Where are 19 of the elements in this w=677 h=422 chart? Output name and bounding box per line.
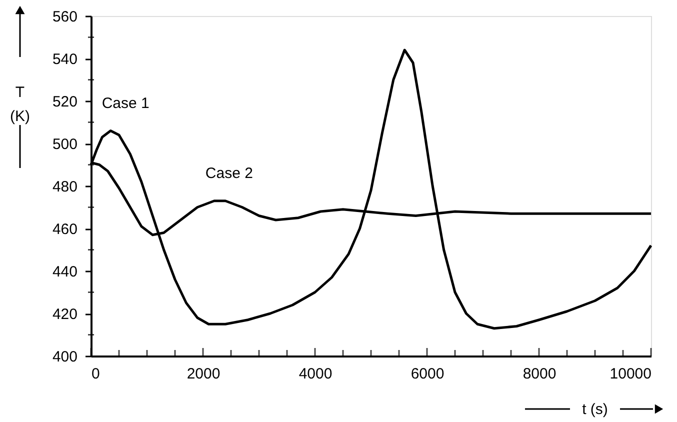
y-tick-label: 560 [52,8,78,26]
y-tick-label: 460 [52,221,78,238]
y-tick-label: 440 [52,264,78,280]
x-axis-title: t (s) [582,401,608,418]
legend-label: Case 1 [102,94,150,112]
y-tick-label: 420 [52,306,78,323]
series-label: Case 2 [205,164,253,182]
y-tick-label: 480 [52,178,78,196]
x-tick-label: 2000 [186,366,220,382]
x-tick-label: 6000 [410,366,444,382]
y-tick-label: 540 [52,51,78,68]
x-tick-label: 0 [92,366,100,382]
y-tick-label: 520 [52,94,78,110]
x-tick-label: 4000 [298,366,332,382]
y-axis-title: T (K) [10,84,30,125]
x-tick-label: 8000 [522,366,556,382]
y-tick-label: 400 [52,348,78,366]
y-tick-label: 500 [52,136,78,153]
x-tick-label: 10000 [610,366,652,382]
